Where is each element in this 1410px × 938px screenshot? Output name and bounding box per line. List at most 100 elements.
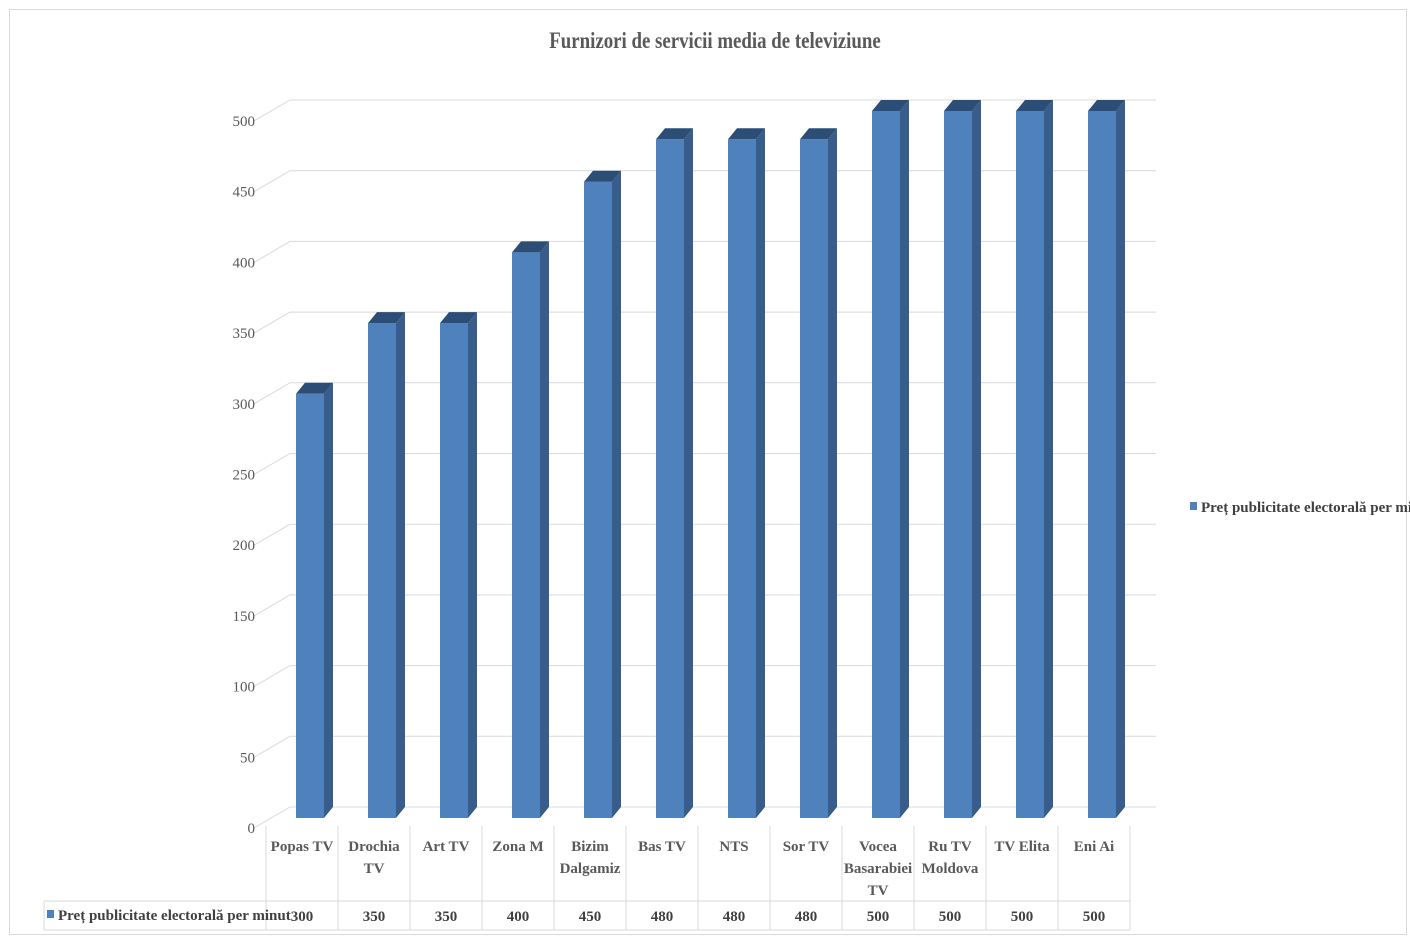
table-series-label: Preț publicitate electorală per minut: [58, 908, 291, 924]
table-value: 350: [363, 909, 386, 925]
bar-top: [944, 100, 981, 111]
chart-title: Furnizori de servicii media de televiziu…: [549, 28, 881, 53]
bar-front: [944, 111, 972, 818]
table-value: 480: [651, 909, 674, 925]
bar-front: [1088, 111, 1116, 818]
gridline-diagonal: [253, 665, 291, 688]
table-value: 500: [939, 909, 962, 925]
table-value: 300: [291, 909, 314, 925]
bar-top: [368, 312, 405, 324]
bar-side: [396, 312, 405, 818]
bar-side: [1116, 100, 1125, 818]
category-label: Ru TV Moldova: [922, 839, 979, 877]
table-value: 500: [1011, 909, 1034, 925]
bar-side: [900, 100, 909, 818]
category-label: Zona M: [492, 839, 543, 855]
y-tick-label: 450: [233, 185, 256, 201]
y-tick-label: 400: [233, 255, 256, 271]
bar-side: [1044, 100, 1053, 818]
bar-side: [828, 128, 837, 818]
bar-top: [584, 170, 621, 182]
bar-front: [728, 139, 756, 818]
bar-front: [368, 323, 396, 818]
legend-key: [1190, 502, 1197, 510]
bar: [800, 128, 837, 818]
bar: [656, 128, 693, 818]
gridline-diagonal: [253, 735, 291, 758]
bar-top: [512, 241, 549, 253]
gridline-diagonal: [253, 806, 291, 829]
bar-front: [800, 139, 828, 818]
y-tick-label: 100: [233, 680, 256, 696]
bars: [296, 100, 1125, 818]
y-tick-label: 200: [233, 538, 256, 554]
bar-side: [684, 128, 693, 818]
bar: [368, 312, 405, 818]
category-label: Vocea Basarabiei TV: [844, 839, 912, 899]
bar: [512, 241, 549, 818]
bar-top: [296, 382, 333, 394]
gridline-diagonal: [253, 99, 291, 122]
gridline-diagonal: [253, 594, 291, 617]
bar: [872, 100, 909, 818]
category-label: NTS: [719, 839, 748, 855]
bar: [1088, 100, 1125, 818]
bar: [1016, 100, 1053, 818]
y-axis-ticks: 0 50 100 150 200 250 300 350 400 450 500: [233, 114, 256, 837]
gridline-diagonal: [253, 240, 291, 263]
bar-front: [872, 111, 900, 818]
category-label: Drochia TV: [348, 839, 400, 877]
gridlines: [253, 99, 1156, 829]
table-value: 400: [507, 909, 530, 925]
bar-side: [540, 241, 549, 818]
category-label: Popas TV: [271, 839, 334, 855]
table-legend-key: [47, 910, 54, 918]
category-label: TV Elita: [994, 839, 1050, 855]
y-tick-label: 150: [233, 609, 256, 625]
category-label: Bizim Dalgamiz: [560, 839, 621, 877]
bar-front: [584, 181, 612, 818]
legend-label: Preț publicitate electorală per minut: [1201, 500, 1410, 516]
gridline-diagonal: [253, 453, 291, 475]
bar-top: [872, 100, 909, 111]
bar-top: [1088, 100, 1125, 111]
bar-side: [324, 382, 333, 818]
table-value: 500: [1083, 909, 1106, 925]
bar-front: [1016, 111, 1044, 818]
table-value: 480: [723, 909, 746, 925]
y-tick-label: 500: [233, 114, 256, 130]
table-value: 350: [435, 909, 458, 925]
y-tick-label: 50: [240, 750, 255, 766]
y-tick-label: 250: [233, 468, 256, 484]
bar-side: [612, 170, 621, 818]
bar: [584, 170, 621, 818]
table-value: 480: [795, 909, 818, 925]
bar-top: [440, 312, 477, 324]
table-value: 450: [579, 909, 602, 925]
legend: Preț publicitate electorală per minut: [1190, 500, 1410, 516]
bar-top: [1016, 100, 1053, 111]
chart-area: [9, 9, 1407, 935]
bar-side: [468, 312, 477, 818]
bar: [440, 312, 477, 818]
bar: [944, 100, 981, 818]
bar-side: [972, 100, 981, 818]
table-value: 500: [867, 909, 890, 925]
y-tick-label: 350: [233, 326, 256, 342]
y-tick-label: 0: [248, 821, 256, 837]
bar-top: [728, 128, 765, 140]
bar-front: [296, 393, 324, 818]
bar: [296, 382, 333, 818]
y-tick-label: 300: [233, 397, 256, 413]
bar-front: [440, 323, 468, 818]
category-label: Art TV: [423, 839, 470, 855]
bar-front: [512, 252, 540, 818]
category-label: Eni Ai: [1074, 839, 1114, 855]
gridline-diagonal: [253, 170, 291, 193]
bar-side: [756, 128, 765, 818]
bar-top: [656, 128, 693, 140]
gridline-diagonal: [253, 382, 291, 405]
bar-front: [656, 139, 684, 818]
data-table: Popas TV Drochia TV Art TV Zona M Bizim Dalgam…: [43, 826, 1131, 931]
